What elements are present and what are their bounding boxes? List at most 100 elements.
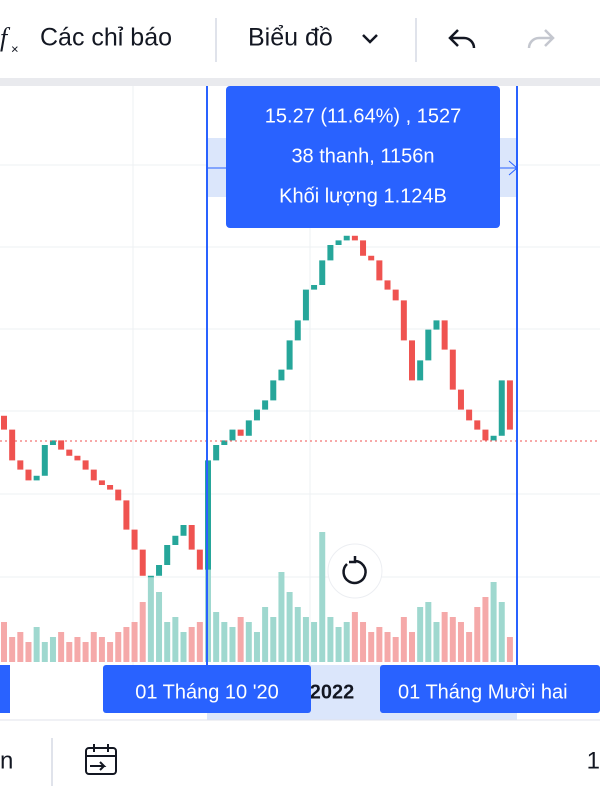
candle-body bbox=[270, 380, 277, 401]
volume-bar bbox=[229, 627, 236, 662]
candle-body bbox=[147, 575, 154, 578]
fx-icon-x: × bbox=[11, 41, 19, 56]
candle-body bbox=[449, 349, 456, 390]
volume-bar bbox=[180, 632, 187, 662]
volume-bar bbox=[490, 582, 497, 662]
tooltip-bars: 38 thanh, 1156n bbox=[291, 145, 434, 167]
candle-body bbox=[164, 545, 171, 565]
volume-bar bbox=[270, 617, 277, 662]
tooltip-volume: Khối lượng 1.124B bbox=[279, 185, 447, 207]
volume-bar bbox=[253, 632, 260, 662]
candle-body bbox=[221, 440, 228, 445]
candle-body bbox=[229, 429, 236, 441]
candle-body bbox=[58, 440, 65, 450]
volume-bar bbox=[147, 577, 154, 662]
volume-bar bbox=[245, 622, 252, 662]
candle-body bbox=[1, 415, 7, 430]
tooltip-change: 15.27 (11.64%) , 1527 bbox=[265, 105, 461, 127]
volume-bar bbox=[368, 632, 375, 662]
volume-bar bbox=[417, 607, 424, 662]
volume-bar bbox=[327, 617, 334, 662]
volume-bar bbox=[25, 642, 32, 662]
volume-bar bbox=[9, 637, 16, 662]
candle-body bbox=[17, 460, 24, 470]
candle-body bbox=[417, 360, 424, 381]
redo-button[interactable] bbox=[527, 29, 555, 49]
volume-bar bbox=[82, 642, 89, 662]
candle-body bbox=[351, 235, 358, 241]
volume-bar bbox=[1, 622, 7, 662]
measure-tooltip bbox=[226, 86, 500, 228]
candle-body bbox=[107, 485, 114, 490]
volume-bar bbox=[409, 632, 415, 662]
year-label: 2022 bbox=[310, 681, 355, 703]
candle-body bbox=[433, 320, 440, 330]
candle-body bbox=[9, 429, 16, 461]
volume-bar bbox=[172, 617, 179, 662]
volume-bar bbox=[262, 607, 269, 662]
volume-bar bbox=[311, 622, 318, 662]
volume-bar bbox=[351, 612, 358, 662]
volume-bar bbox=[466, 632, 473, 662]
candle-body bbox=[98, 480, 105, 485]
candle-body bbox=[319, 260, 326, 285]
volume-bar bbox=[33, 627, 40, 662]
candle-body bbox=[368, 255, 375, 261]
candle-body bbox=[294, 320, 301, 341]
volume-bar bbox=[213, 612, 220, 662]
candle-body bbox=[196, 549, 203, 570]
volume-bar bbox=[376, 627, 383, 662]
time-label-box bbox=[380, 665, 600, 713]
candle-body bbox=[335, 240, 342, 245]
candle-body bbox=[327, 245, 334, 261]
goto-date-button[interactable] bbox=[85, 744, 117, 775]
volume-bar bbox=[343, 622, 350, 662]
volume-bar bbox=[188, 627, 195, 662]
candle-body bbox=[409, 340, 415, 381]
volume-bar bbox=[115, 632, 122, 662]
candle-body bbox=[188, 525, 195, 550]
candle-body bbox=[156, 565, 163, 576]
candle-body bbox=[376, 260, 383, 281]
indicators-button[interactable]: Các chỉ báo bbox=[40, 24, 172, 52]
volume-bar bbox=[90, 632, 97, 662]
volume-bar bbox=[506, 637, 513, 662]
candle-body bbox=[172, 535, 179, 545]
candle-body bbox=[400, 300, 407, 341]
candle-body bbox=[139, 549, 146, 576]
candle-body bbox=[343, 235, 350, 241]
volume-bar bbox=[17, 632, 24, 662]
volume-bar bbox=[164, 622, 171, 662]
volume-bar bbox=[107, 642, 114, 662]
volume-bar bbox=[98, 637, 105, 662]
time-label-box bbox=[0, 665, 10, 713]
volume-bar bbox=[498, 602, 505, 662]
volume-bar bbox=[474, 607, 481, 662]
candle-body bbox=[360, 240, 367, 256]
candle-body bbox=[474, 420, 481, 430]
volume-bar bbox=[302, 617, 309, 662]
volume-bar bbox=[58, 632, 65, 662]
volume-bar bbox=[400, 617, 407, 662]
reset-button[interactable] bbox=[327, 543, 383, 599]
candle-body bbox=[123, 500, 130, 530]
undo-button[interactable] bbox=[448, 29, 476, 49]
chevron bbox=[362, 34, 378, 44]
volume-bar bbox=[449, 617, 456, 662]
candle-body bbox=[441, 320, 448, 350]
candle-body bbox=[278, 369, 285, 381]
volume-bar bbox=[360, 622, 367, 662]
volume-bar bbox=[286, 592, 293, 662]
candle-body bbox=[466, 409, 473, 421]
volume-bar bbox=[131, 622, 138, 662]
volume-bar bbox=[41, 642, 48, 662]
candle-body bbox=[286, 340, 293, 370]
candle-body bbox=[41, 445, 48, 476]
volume-bar bbox=[384, 632, 391, 662]
chart-type-button[interactable]: Biểu đồ bbox=[248, 24, 333, 52]
candle-body bbox=[245, 420, 252, 436]
candle-body bbox=[213, 445, 220, 461]
fx-icon[interactable]: f bbox=[0, 23, 11, 52]
